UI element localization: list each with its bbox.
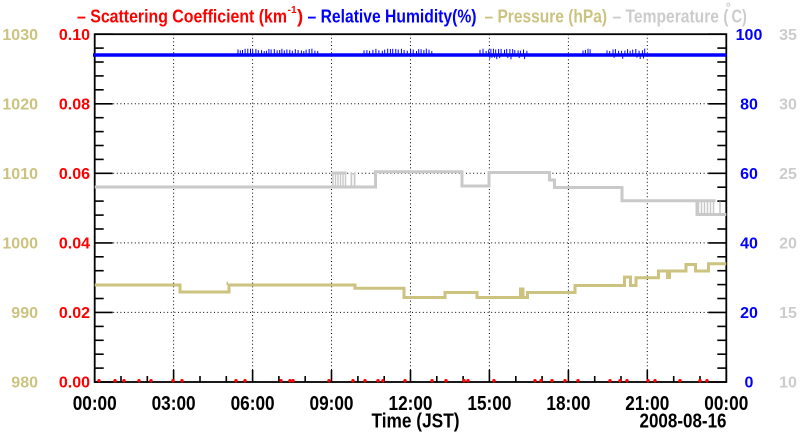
svg-text:Time (JST): Time (JST) <box>372 411 460 433</box>
svg-text:25: 25 <box>779 166 797 183</box>
svg-text:20: 20 <box>779 236 797 253</box>
svg-text:80: 80 <box>740 97 758 114</box>
svg-text:03:00: 03:00 <box>152 393 196 415</box>
svg-text:100: 100 <box>736 27 763 44</box>
svg-text:06:00: 06:00 <box>231 393 275 415</box>
svg-text:0.08: 0.08 <box>59 97 90 114</box>
svg-text:20: 20 <box>740 305 758 322</box>
svg-text:990: 990 <box>11 305 38 322</box>
svg-text:0.00: 0.00 <box>59 375 90 392</box>
svg-text:18:00: 18:00 <box>546 393 590 415</box>
svg-text:40: 40 <box>740 236 758 253</box>
svg-text:– Scattering Coefficient (km-1: – Scattering Coefficient (km-1) – Relativ… <box>77 5 747 27</box>
svg-text:30: 30 <box>779 97 797 114</box>
svg-text:12:00: 12:00 <box>389 393 433 415</box>
svg-text:15:00: 15:00 <box>467 393 511 415</box>
svg-text:1030: 1030 <box>2 27 38 44</box>
svg-text:21:00: 21:00 <box>625 393 669 415</box>
svg-text:10: 10 <box>779 375 797 392</box>
svg-text:1000: 1000 <box>2 236 38 253</box>
svg-text:0.06: 0.06 <box>59 166 90 183</box>
svg-text:980: 980 <box>11 375 38 392</box>
svg-text:15: 15 <box>779 305 797 322</box>
svg-text:0.10: 0.10 <box>59 27 90 44</box>
svg-text:60: 60 <box>740 166 758 183</box>
svg-text:2008-08-16: 2008-08-16 <box>640 411 727 433</box>
svg-text:00:00: 00:00 <box>73 393 117 415</box>
svg-text:0: 0 <box>745 375 754 392</box>
svg-text:1010: 1010 <box>2 166 38 183</box>
svg-text:35: 35 <box>779 27 797 44</box>
svg-text:09:00: 09:00 <box>310 393 354 415</box>
svg-text:1020: 1020 <box>2 97 38 114</box>
svg-text:00:00: 00:00 <box>704 393 748 415</box>
svg-text:0.02: 0.02 <box>59 305 90 322</box>
svg-text:0.04: 0.04 <box>59 236 90 253</box>
